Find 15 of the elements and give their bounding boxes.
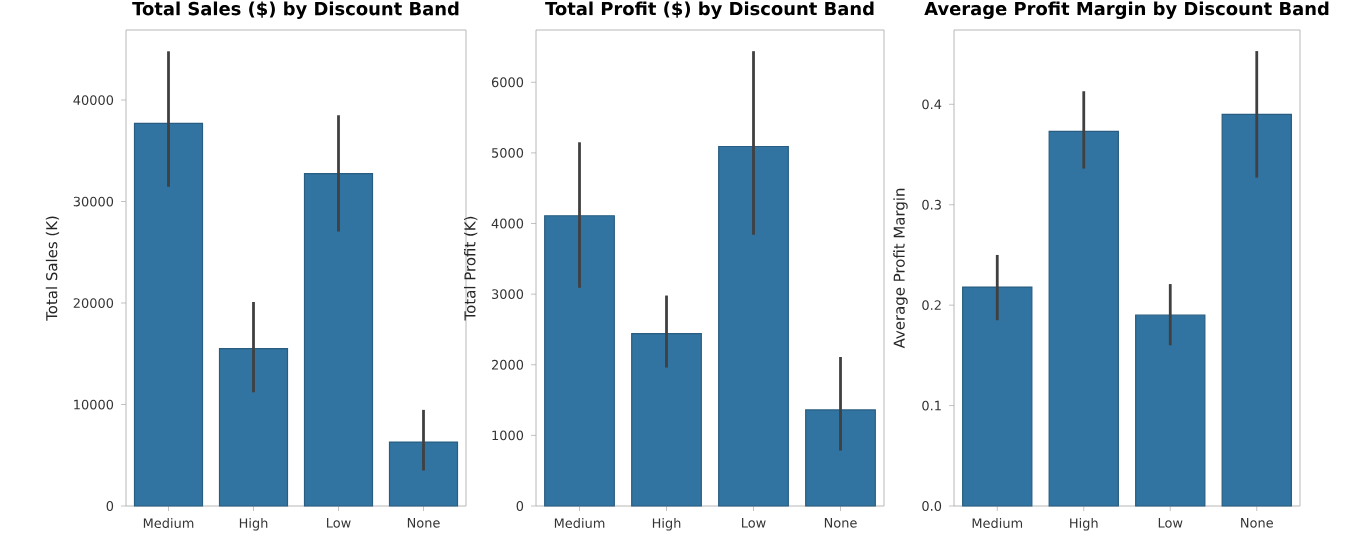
bar: [1221, 113, 1292, 507]
bar: [718, 145, 789, 507]
chart-title: Total Profit ($) by Discount Band: [545, 1, 874, 19]
bar: [388, 441, 459, 507]
bar: [1048, 130, 1119, 507]
bar: [805, 409, 876, 507]
chart-title: Total Sales ($) by Discount Band: [132, 1, 459, 19]
chart-title: Average Profit Margin by Discount Band: [924, 1, 1329, 19]
bar: [303, 173, 374, 507]
bar: [962, 286, 1033, 507]
bar: [544, 215, 615, 507]
bar: [133, 122, 204, 507]
bar: [1135, 314, 1206, 507]
bar: [218, 348, 289, 507]
bar: [631, 333, 702, 507]
